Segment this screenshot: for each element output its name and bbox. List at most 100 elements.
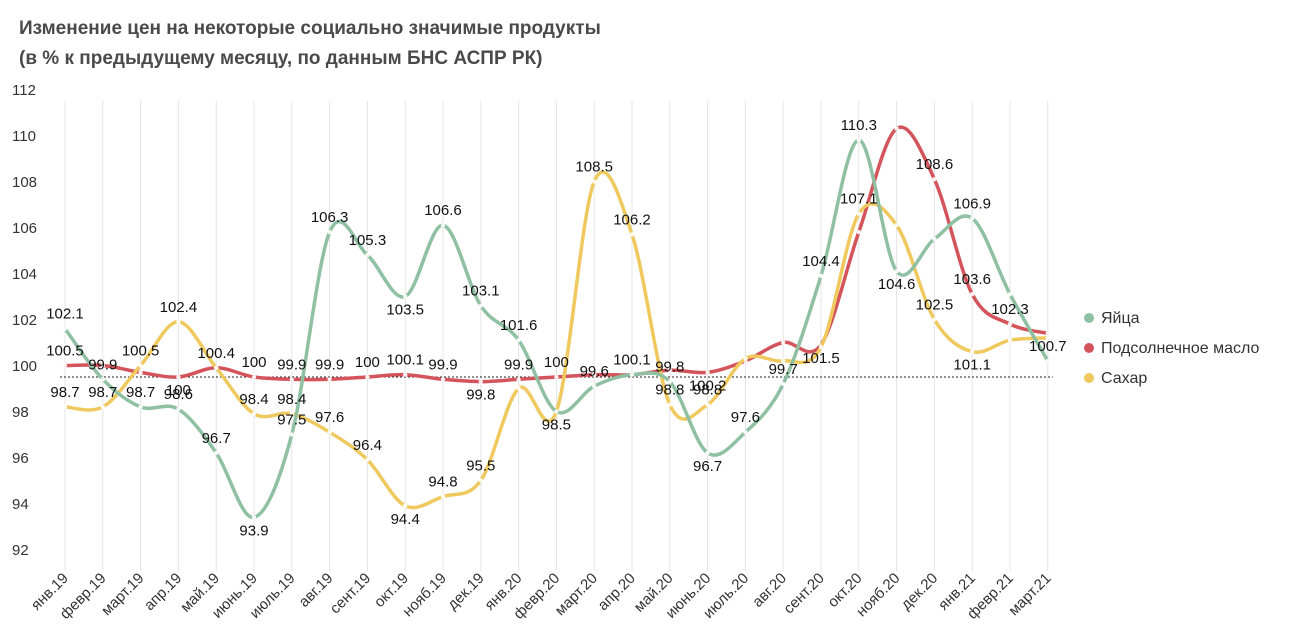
series-point <box>1045 358 1051 364</box>
x-tick-label: дек.20 <box>898 570 941 613</box>
series-point <box>743 356 748 361</box>
legend-marker <box>1084 373 1094 383</box>
data-label: 96.7 <box>202 430 231 447</box>
series-point <box>667 367 672 373</box>
legend-label: Яйца <box>1101 310 1140 327</box>
series-point <box>365 374 370 380</box>
data-label: 95.5 <box>466 458 495 475</box>
y-tick-label: 108 <box>12 174 37 191</box>
series-point <box>289 432 294 437</box>
series-point <box>176 374 181 380</box>
series-point <box>1045 335 1051 341</box>
chart-subtitle: (в % к предыдущему месяцу, по данным БНС… <box>19 48 543 69</box>
data-label: 100.1 <box>386 352 424 369</box>
series-point <box>214 450 219 456</box>
data-label: 99.6 <box>580 363 609 380</box>
data-label: 96.4 <box>353 437 382 454</box>
series-point <box>705 370 710 375</box>
y-tick-label: 94 <box>12 496 29 513</box>
series-point <box>818 344 824 350</box>
data-label: 100.7 <box>1029 338 1067 355</box>
data-label: 102.5 <box>916 297 954 314</box>
series-point <box>592 179 597 184</box>
data-label: 98.4 <box>277 391 306 408</box>
series-point <box>403 503 408 508</box>
chart-title: Изменение цен на некоторые социально зна… <box>19 14 601 74</box>
series-point <box>62 326 68 331</box>
data-label: 104.6 <box>878 276 916 293</box>
data-label: 99.8 <box>655 359 684 376</box>
data-label: 100 <box>241 354 266 371</box>
series-point <box>970 292 975 297</box>
y-tick-label: 112 <box>12 82 36 99</box>
y-tick-label: 104 <box>12 266 37 283</box>
series-point <box>478 478 483 483</box>
legend-label: Подсолнечное масло <box>1101 340 1259 357</box>
data-label: 98.6 <box>164 386 193 403</box>
data-label: 94.4 <box>391 511 420 528</box>
series-point <box>856 229 861 235</box>
data-label: 100.1 <box>613 352 651 369</box>
series-point <box>894 269 899 274</box>
data-label: 106.3 <box>311 209 349 226</box>
series-point <box>62 363 68 368</box>
data-label: 103.1 <box>462 283 500 300</box>
data-label: 105.3 <box>349 232 387 249</box>
data-label: 106.2 <box>613 211 651 228</box>
data-label: 98.7 <box>126 384 155 401</box>
data-label: 106.6 <box>424 202 462 219</box>
series-point <box>629 372 635 377</box>
x-tick-label: апр.20 <box>595 570 639 614</box>
series-point <box>856 211 861 216</box>
data-label: 99.8 <box>466 387 495 404</box>
series-point <box>970 349 975 354</box>
series-point <box>667 402 672 407</box>
data-label: 100.4 <box>197 345 235 362</box>
series-point <box>289 411 294 416</box>
y-axis: 92 94 96 98 100 102 104 106 108 110 112 <box>12 82 37 559</box>
series-point <box>705 450 710 456</box>
series-point <box>251 374 257 380</box>
data-label: 102.1 <box>46 306 84 323</box>
series-point <box>592 372 597 377</box>
x-tick-label: март.19 <box>98 570 147 619</box>
data-label: 102.3 <box>991 301 1029 318</box>
series-point <box>516 377 521 382</box>
legend: Яйца Подсолнечное масло Сахар <box>1084 310 1259 387</box>
series-point <box>176 407 181 412</box>
series-point <box>894 126 899 131</box>
y-tick-label: 98 <box>12 404 29 421</box>
data-label: 100.5 <box>122 343 160 360</box>
series-point <box>932 236 937 242</box>
y-tick-label: 92 <box>12 542 29 559</box>
series-point <box>327 377 332 382</box>
series-point <box>176 319 181 324</box>
series-point <box>781 358 786 364</box>
series-point <box>138 404 143 410</box>
series-point <box>403 372 408 377</box>
data-label: 96.7 <box>693 458 722 475</box>
series-point <box>138 370 143 375</box>
data-label: 97.5 <box>277 412 306 429</box>
series-point <box>516 386 521 391</box>
series-point <box>629 232 635 237</box>
series-point <box>403 294 408 299</box>
data-label: 107.1 <box>840 191 878 208</box>
data-label: 99.9 <box>428 356 457 373</box>
data-label: 98.8 <box>655 382 684 399</box>
series-point <box>554 409 559 414</box>
data-label: 99.9 <box>277 356 306 373</box>
series-point <box>440 494 446 499</box>
data-label: 101.1 <box>953 357 991 374</box>
series-point <box>894 223 899 228</box>
x-tick-label: март.21 <box>1005 570 1054 619</box>
series-point <box>365 252 370 258</box>
data-label: 101.5 <box>802 350 840 367</box>
series-point <box>970 216 975 221</box>
data-label: 98.5 <box>542 417 571 434</box>
series-point <box>932 177 937 182</box>
data-label: 110.3 <box>841 117 877 134</box>
data-label: 93.9 <box>239 522 268 539</box>
series-point <box>327 229 332 235</box>
y-tick-label: 96 <box>12 450 29 467</box>
